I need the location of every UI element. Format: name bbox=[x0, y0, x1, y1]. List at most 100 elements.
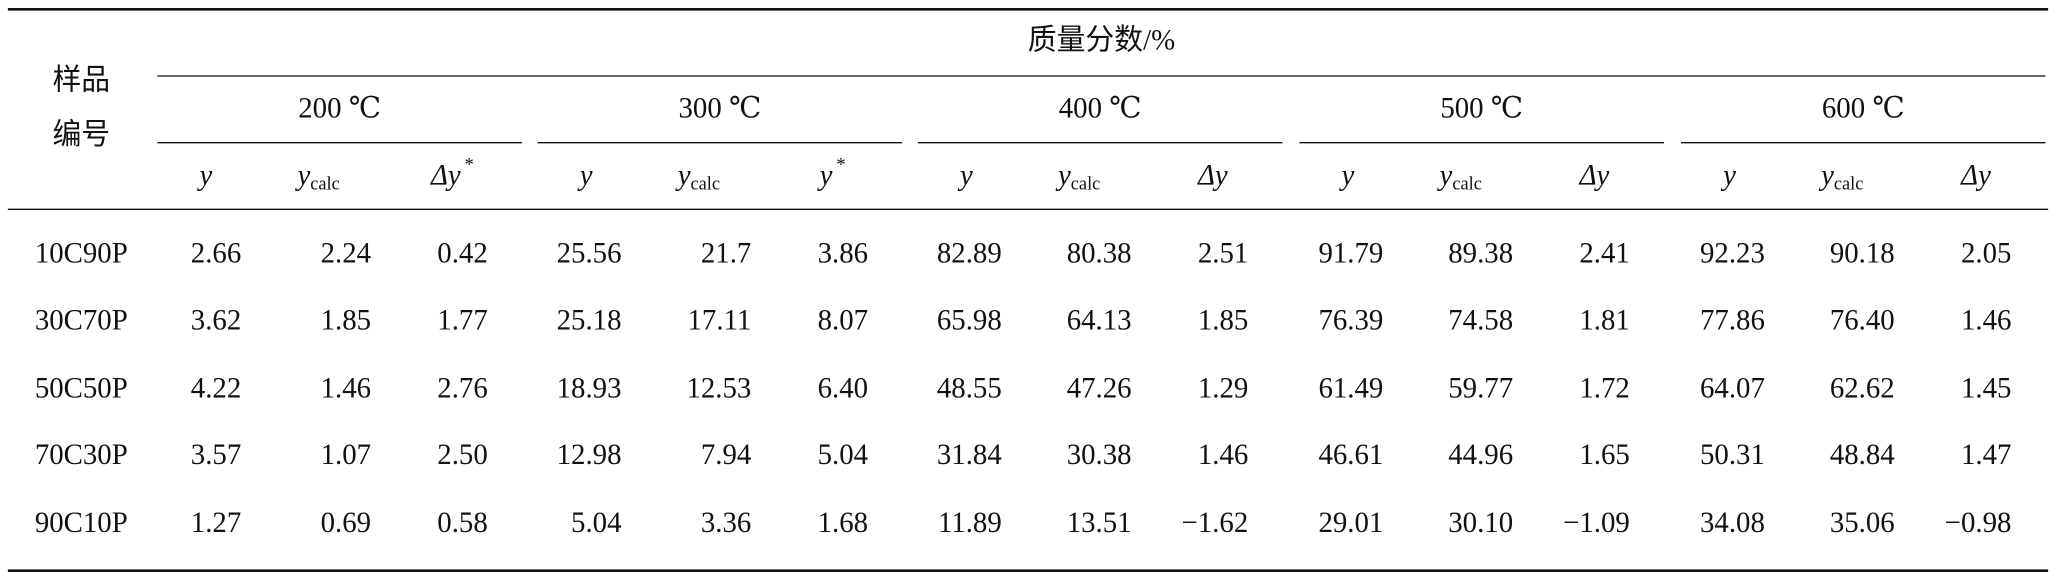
table-title: 质量分数/% bbox=[1028, 23, 1175, 56]
cell-value: −1.62 bbox=[1182, 507, 1249, 539]
cell-value: 0.69 bbox=[321, 507, 371, 539]
cell-value: 61.49 bbox=[1318, 372, 1383, 404]
sample-id: 70C30P bbox=[35, 439, 128, 471]
group-header: 500 ℃ bbox=[1440, 92, 1523, 124]
cell-value: −0.98 bbox=[1945, 507, 2012, 539]
cell-value: 1.81 bbox=[1579, 304, 1629, 336]
column-header: y * bbox=[817, 156, 846, 191]
cell-value: 48.55 bbox=[937, 372, 1002, 404]
cell-value: 11.89 bbox=[938, 507, 1002, 539]
cell-value: 1.47 bbox=[1961, 439, 2011, 471]
column-symbol: y bbox=[1720, 159, 1736, 191]
cell-value: 2.41 bbox=[1579, 238, 1629, 270]
cell-value: 4.22 bbox=[191, 372, 241, 404]
column-header: y bbox=[577, 159, 593, 191]
group-header: 400 ℃ bbox=[1059, 92, 1142, 124]
sample-id: 10C90P bbox=[35, 238, 128, 270]
cell-value: 2.51 bbox=[1198, 238, 1248, 270]
cell-value: 89.38 bbox=[1448, 238, 1513, 270]
cell-value: 47.26 bbox=[1067, 372, 1132, 404]
cell-value: 65.98 bbox=[937, 304, 1002, 336]
group-header: 200 ℃ bbox=[298, 92, 381, 124]
cell-value: 12.53 bbox=[686, 372, 751, 404]
cell-value: 1.46 bbox=[1961, 304, 2011, 336]
cell-value: 64.13 bbox=[1067, 304, 1132, 336]
cell-value: 3.86 bbox=[818, 238, 868, 270]
column-symbol: y bbox=[196, 159, 212, 191]
column-header: ycalc bbox=[1437, 159, 1482, 195]
cell-value: 44.96 bbox=[1448, 439, 1513, 471]
cell-value: 76.40 bbox=[1830, 304, 1895, 336]
sample-id: 90C10P bbox=[35, 507, 128, 539]
column-symbol: Δy bbox=[1960, 159, 1991, 191]
cell-value: 62.62 bbox=[1830, 372, 1895, 404]
cell-value: 29.01 bbox=[1318, 507, 1383, 539]
column-symbol: Δy bbox=[1197, 159, 1228, 191]
column-header: Δy bbox=[1960, 159, 1991, 191]
cell-value: 30.10 bbox=[1448, 507, 1513, 539]
column-header: y bbox=[1720, 159, 1736, 191]
column-subscript: calc bbox=[691, 174, 721, 194]
column-superscript: * bbox=[836, 156, 845, 176]
column-symbol: y bbox=[1339, 159, 1355, 191]
cell-value: 1.29 bbox=[1198, 372, 1248, 404]
cell-value: 6.40 bbox=[818, 372, 868, 404]
cell-value: 2.76 bbox=[437, 372, 487, 404]
cell-value: 1.85 bbox=[321, 304, 371, 336]
group-header: 300 ℃ bbox=[679, 92, 762, 124]
column-symbol: Δy bbox=[430, 159, 461, 191]
cell-value: 35.06 bbox=[1830, 507, 1895, 539]
column-symbol: y bbox=[1437, 159, 1453, 191]
cell-value: 3.57 bbox=[191, 439, 241, 471]
sample-id: 30C70P bbox=[35, 304, 128, 336]
group-header: 600 ℃ bbox=[1822, 92, 1905, 124]
column-header: Δy bbox=[1579, 159, 1610, 191]
cell-value: 1.27 bbox=[191, 507, 241, 539]
cell-value: 2.50 bbox=[437, 439, 487, 471]
column-symbol: y bbox=[1055, 159, 1071, 191]
cell-value: 1.46 bbox=[321, 372, 371, 404]
cell-value: 2.66 bbox=[191, 238, 241, 270]
cell-value: 1.45 bbox=[1961, 372, 2011, 404]
cell-value: 5.04 bbox=[818, 439, 869, 471]
cell-value: 1.77 bbox=[437, 304, 487, 336]
cell-value: 34.08 bbox=[1700, 507, 1765, 539]
cell-value: 48.84 bbox=[1830, 439, 1895, 471]
cell-value: 2.05 bbox=[1961, 238, 2011, 270]
cell-value: 13.51 bbox=[1067, 507, 1132, 539]
cell-value: 17.11 bbox=[688, 304, 752, 336]
column-header: Δy bbox=[1197, 159, 1228, 191]
column-header: ycalc bbox=[1818, 159, 1863, 195]
column-header: Δy * bbox=[430, 156, 474, 191]
column-symbol: y bbox=[294, 159, 310, 191]
cell-value: 2.24 bbox=[321, 238, 372, 270]
cell-value: 1.07 bbox=[321, 439, 371, 471]
column-subscript: calc bbox=[310, 174, 340, 194]
column-header: y bbox=[957, 159, 973, 191]
column-superscript: * bbox=[465, 156, 474, 176]
cell-value: 25.18 bbox=[557, 304, 622, 336]
column-header: y bbox=[196, 159, 212, 191]
cell-value: 80.38 bbox=[1067, 238, 1132, 270]
cell-value: 0.42 bbox=[437, 238, 487, 270]
cell-value: 0.58 bbox=[437, 507, 487, 539]
column-subscript: calc bbox=[1071, 174, 1101, 194]
column-symbol: y bbox=[957, 159, 973, 191]
sample-header: 编号 bbox=[52, 118, 110, 151]
column-symbol: y bbox=[817, 159, 833, 191]
column-header: ycalc bbox=[675, 159, 720, 195]
sample-header: 样品 bbox=[52, 63, 110, 96]
cell-value: 46.61 bbox=[1318, 439, 1383, 471]
cell-value: 12.98 bbox=[557, 439, 622, 471]
cell-value: 76.39 bbox=[1318, 304, 1383, 336]
column-subscript: calc bbox=[1452, 174, 1482, 194]
cell-value: 59.77 bbox=[1448, 372, 1513, 404]
column-symbol: y bbox=[577, 159, 593, 191]
cell-value: 82.89 bbox=[937, 238, 1002, 270]
cell-value: 25.56 bbox=[557, 238, 622, 270]
cell-value: 74.58 bbox=[1448, 304, 1513, 336]
cell-value: 92.23 bbox=[1700, 238, 1765, 270]
cell-value: 8.07 bbox=[818, 304, 868, 336]
